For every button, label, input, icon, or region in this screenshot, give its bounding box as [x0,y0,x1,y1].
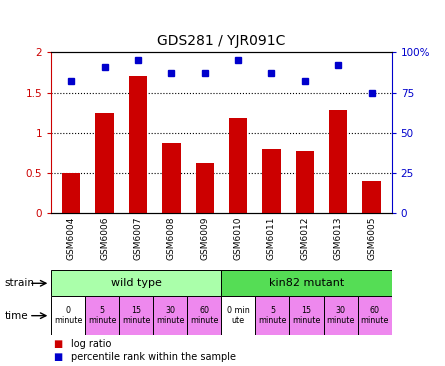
Bar [129,76,147,213]
Bar [95,113,114,213]
Text: 30
minute: 30 minute [326,306,355,325]
Bar [153,296,187,335]
Text: 15
minute: 15 minute [292,306,321,325]
Text: 0 min
ute: 0 min ute [227,306,250,325]
Bar [187,296,222,335]
Bar [162,143,181,213]
Text: 60
minute: 60 minute [190,306,218,325]
Bar [358,296,392,335]
Bar [329,110,348,213]
Bar [324,296,358,335]
Bar [51,296,85,335]
Bar [290,296,324,335]
Text: 5
minute: 5 minute [258,306,287,325]
Bar [362,181,381,213]
Bar [62,173,81,213]
Text: kin82 mutant: kin82 mutant [269,278,344,288]
Bar [222,296,255,335]
Bar [195,164,214,213]
Text: strain: strain [4,278,34,288]
Text: ■: ■ [53,352,63,362]
Bar [295,152,314,213]
Bar [119,296,153,335]
Text: wild type: wild type [111,278,162,288]
Bar [262,149,281,213]
Bar [51,270,222,296]
Bar [255,296,290,335]
Text: ■: ■ [53,339,63,348]
Text: log ratio: log ratio [71,339,112,348]
Text: 60
minute: 60 minute [360,306,389,325]
Text: 15
minute: 15 minute [122,306,150,325]
Text: time: time [4,311,28,321]
Text: 30
minute: 30 minute [156,306,185,325]
Bar [222,270,392,296]
Text: 0
minute: 0 minute [54,306,82,325]
Bar [85,296,119,335]
Bar [229,118,247,213]
Text: 5
minute: 5 minute [88,306,117,325]
Title: GDS281 / YJR091C: GDS281 / YJR091C [157,34,286,48]
Text: percentile rank within the sample: percentile rank within the sample [71,352,236,362]
